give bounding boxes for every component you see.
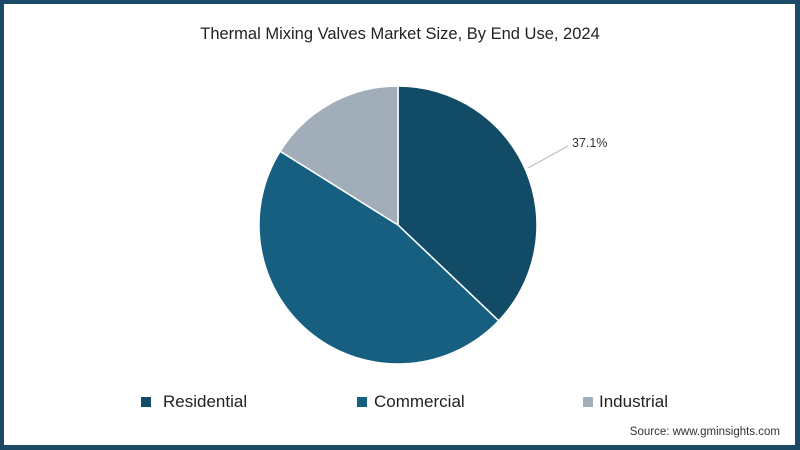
legend-swatch-residential <box>141 397 151 407</box>
legend-swatch-commercial <box>357 397 367 407</box>
legend-label-commercial: Commercial <box>374 392 465 411</box>
legend-item-industrial: Industrial <box>583 392 668 412</box>
legend-label-industrial: Industrial <box>599 392 668 411</box>
residential-data-label: 37.1% <box>572 136 608 150</box>
pie-slice-residential <box>397 85 538 322</box>
pie-slice-commercial <box>258 150 500 365</box>
legend: Residential Commercial Industrial <box>0 392 800 414</box>
legend-item-commercial: Commercial <box>357 392 465 412</box>
chart-title: Thermal Mixing Valves Market Size, By En… <box>200 25 600 43</box>
legend-item-residential: Residential <box>141 392 247 412</box>
label-leader-line <box>527 145 569 169</box>
legend-swatch-industrial <box>583 397 593 407</box>
legend-label-residential: Residential <box>163 392 248 411</box>
pie-slice-industrial <box>279 85 399 227</box>
source-note: Source: www.gminsights.com <box>629 426 780 438</box>
